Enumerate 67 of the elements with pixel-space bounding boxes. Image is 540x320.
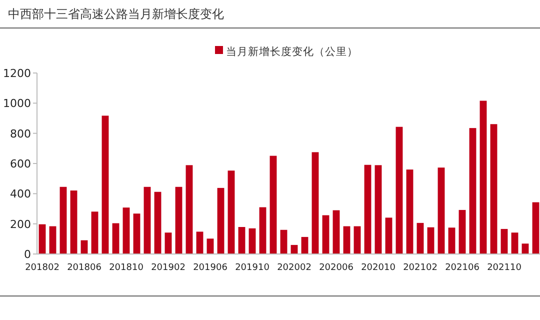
bar — [500, 228, 508, 254]
x-tick-label: 202110 — [487, 263, 522, 273]
x-tick-label: 202010 — [361, 263, 396, 273]
bar — [354, 226, 361, 254]
x-tick-label: 201810 — [109, 263, 144, 273]
bar — [374, 165, 382, 254]
bar — [532, 202, 540, 254]
bar — [280, 230, 288, 254]
y-tick-label: 0 — [24, 248, 31, 261]
bar — [396, 126, 403, 254]
x-tick-label: 202006 — [319, 263, 354, 273]
bar — [49, 226, 56, 254]
bar — [133, 214, 140, 254]
bar — [490, 124, 498, 254]
y-tick-label: 600 — [10, 158, 31, 170]
bar — [438, 168, 445, 254]
bar — [448, 228, 456, 254]
y-tick-label: 200 — [10, 218, 31, 231]
bar — [301, 236, 308, 254]
x-tick-label: 201906 — [193, 263, 228, 273]
x-tick-label: 201910 — [235, 263, 270, 273]
x-tick-label: 201902 — [151, 263, 186, 273]
bar — [38, 224, 46, 254]
bar — [469, 128, 476, 254]
bar — [175, 186, 182, 254]
bar — [228, 170, 235, 254]
bar — [196, 232, 204, 254]
bar — [458, 210, 466, 254]
bar — [270, 156, 277, 254]
bar — [385, 218, 392, 254]
y-tick-label: 1000 — [3, 97, 31, 110]
bar — [406, 170, 414, 254]
bar — [343, 226, 350, 254]
bar — [238, 227, 246, 254]
bar — [416, 222, 424, 254]
bar — [511, 232, 518, 254]
y-tick-label: 1200 — [3, 67, 31, 80]
bar — [364, 164, 372, 254]
bar — [112, 223, 120, 254]
bar — [206, 238, 214, 254]
x-tick-label: 202002 — [277, 263, 312, 273]
bar — [522, 244, 529, 254]
bar — [248, 228, 256, 254]
bar — [322, 215, 330, 254]
bar — [259, 207, 266, 254]
bar — [70, 190, 78, 254]
x-tick-label: 202106 — [445, 263, 480, 273]
bar — [427, 227, 434, 254]
y-tick-label: 800 — [10, 127, 31, 140]
x-tick-label: 201802 — [25, 263, 60, 273]
bar — [164, 232, 172, 254]
bar — [217, 188, 224, 254]
x-tick-label: 202102 — [403, 263, 438, 273]
x-tick-label: 201806 — [67, 263, 102, 273]
bar — [480, 100, 487, 254]
bar — [102, 116, 109, 254]
bar — [332, 210, 340, 254]
y-tick-label: 400 — [10, 188, 31, 201]
bar — [144, 186, 151, 254]
bar — [312, 152, 319, 254]
bar — [60, 186, 67, 254]
bar — [122, 208, 130, 254]
bar — [154, 192, 162, 254]
bar — [186, 165, 193, 254]
chart-title: 中西部十三省高速公路当月新增长度变化 — [8, 7, 224, 21]
bar — [91, 212, 98, 254]
legend-label: 当月新增长度变化（公里） — [226, 45, 358, 58]
